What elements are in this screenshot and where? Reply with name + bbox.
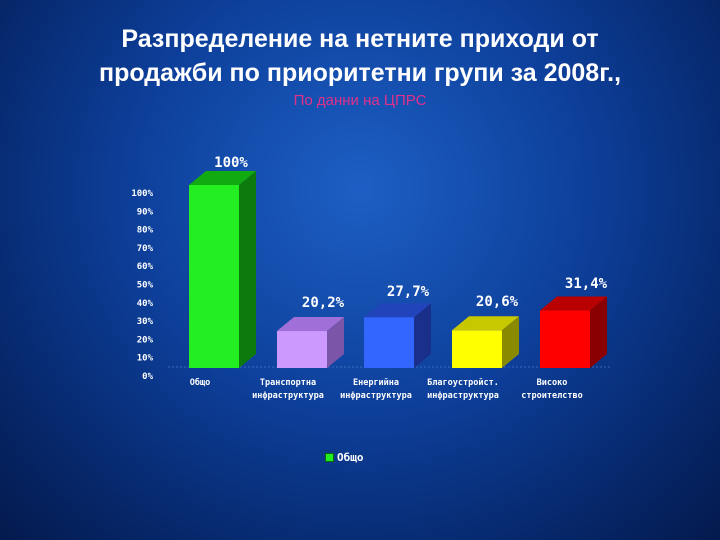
y-tick-label: 50% xyxy=(137,281,154,291)
x-tick-label: Високо xyxy=(537,378,568,388)
bar-top xyxy=(189,171,256,185)
y-tick-label: 20% xyxy=(137,335,154,345)
title-line-1: Разпределение на нетните приходи от xyxy=(121,25,599,53)
bar xyxy=(364,317,414,368)
data-label: 20,6% xyxy=(476,294,519,310)
x-tick-label: Транспортна xyxy=(260,378,316,388)
bar-side xyxy=(502,316,519,368)
data-label: 20,2% xyxy=(302,295,345,311)
bar-side xyxy=(327,317,344,368)
x-tick-label: инфраструктура xyxy=(427,391,499,401)
data-label: 31,4% xyxy=(565,276,608,292)
data-label: 100% xyxy=(214,155,248,171)
title-line-2: продажби по приоритетни групи за 2008г., xyxy=(98,59,622,87)
x-tick-label: Общо xyxy=(190,377,210,388)
bar xyxy=(452,330,502,368)
bar-side xyxy=(414,303,431,368)
x-tick-label: Енергийна xyxy=(353,378,399,388)
bar-side xyxy=(590,296,607,368)
y-tick-label: 0% xyxy=(142,372,153,382)
chart-subtitle: По данни на ЦПРС xyxy=(293,92,427,109)
y-tick-label: 10% xyxy=(137,354,154,364)
x-tick-label: Благоустройст. xyxy=(427,378,499,388)
y-tick-label: 100% xyxy=(131,189,153,199)
y-tick-label: 40% xyxy=(137,299,154,309)
y-tick-label: 70% xyxy=(137,244,154,254)
bar xyxy=(540,310,590,368)
x-tick-label: строителство xyxy=(521,391,582,401)
bar-top xyxy=(364,303,431,318)
legend-label: Общо xyxy=(337,451,364,464)
bar-top xyxy=(452,316,519,331)
y-tick-label: 30% xyxy=(137,317,154,327)
y-tick-label: 80% xyxy=(137,226,154,236)
data-label: 27,7% xyxy=(387,284,430,300)
x-tick-label: инфраструктура xyxy=(340,391,412,401)
y-tick-label: 90% xyxy=(137,207,154,217)
chart-title: Разпределение на нетните приходи от прод… xyxy=(0,22,720,90)
legend: Общо xyxy=(325,451,364,464)
bar-top xyxy=(277,317,344,332)
y-tick-label: 60% xyxy=(137,262,154,272)
legend-swatch xyxy=(325,453,334,462)
bar-top xyxy=(540,296,607,311)
bar-side xyxy=(239,171,256,368)
bar xyxy=(189,185,239,368)
x-tick-label: инфраструктура xyxy=(252,391,324,401)
bar xyxy=(277,331,327,368)
